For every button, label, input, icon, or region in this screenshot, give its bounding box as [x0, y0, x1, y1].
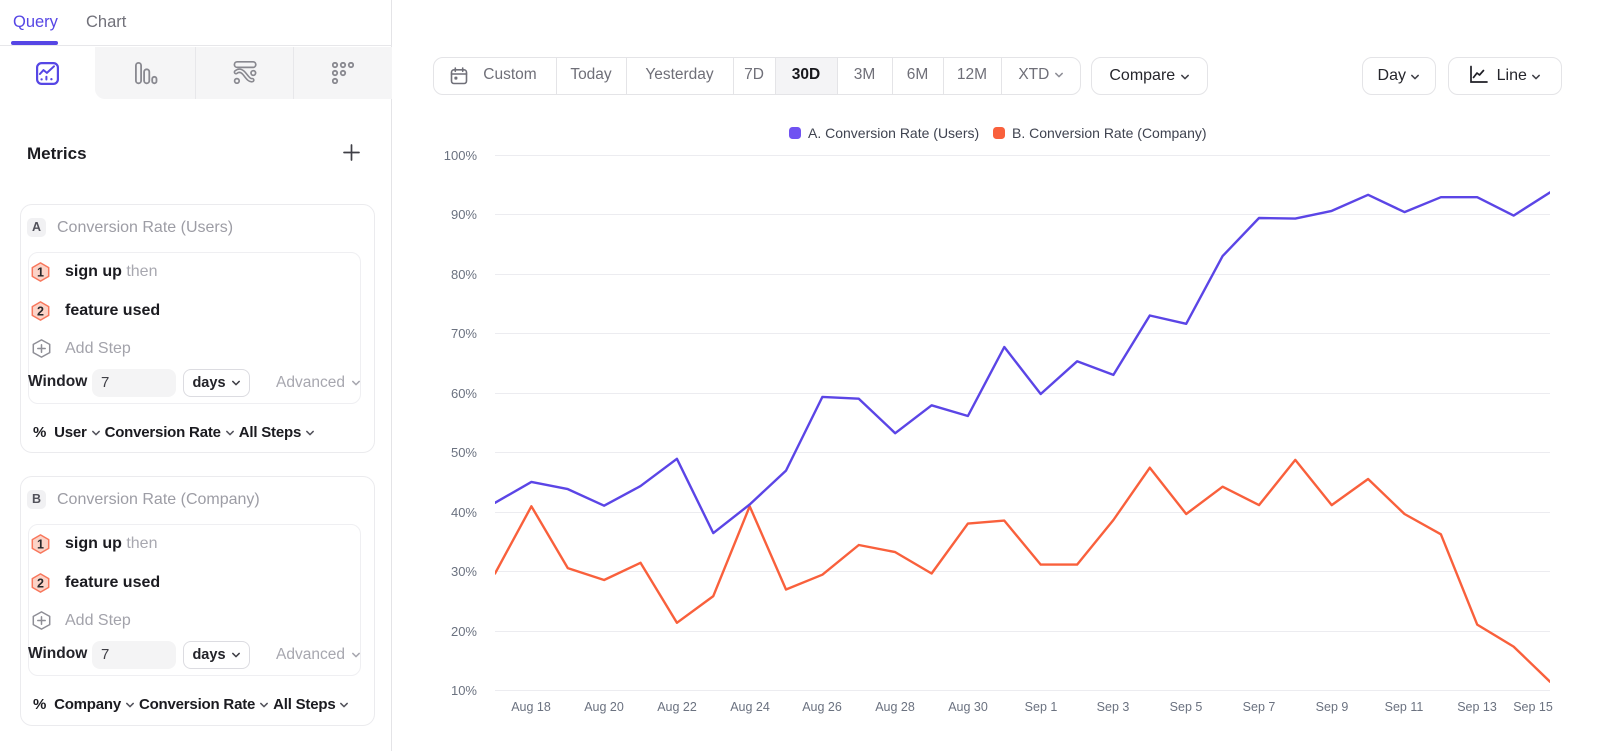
svg-text:1: 1 — [37, 538, 44, 552]
svg-text:2: 2 — [37, 305, 44, 319]
svg-text:1: 1 — [37, 266, 44, 280]
svg-text:2: 2 — [37, 577, 44, 591]
